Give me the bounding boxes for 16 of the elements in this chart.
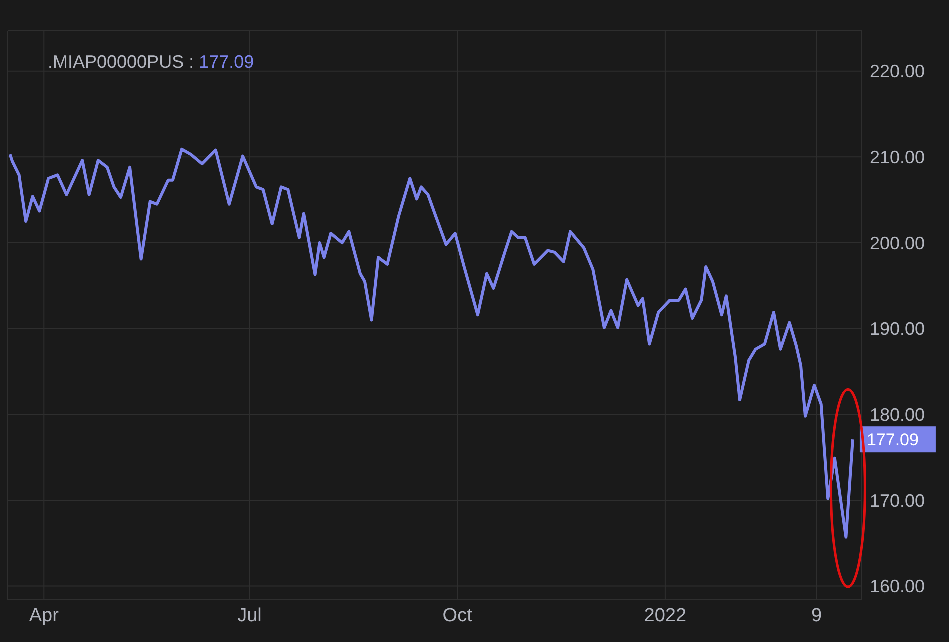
data-label: 177.09 bbox=[866, 430, 919, 450]
x-tick-label: Jul bbox=[238, 605, 262, 626]
x-tick-label: 2022 bbox=[644, 605, 687, 626]
x-tick-label: 9 bbox=[812, 605, 822, 626]
y-tick-label: 160.00 bbox=[870, 576, 926, 597]
y-tick-label: 190.00 bbox=[870, 319, 926, 340]
y-tick-label: 170.00 bbox=[870, 490, 926, 511]
y-tick-label: 180.00 bbox=[870, 405, 926, 426]
y-tick-label: 210.00 bbox=[870, 148, 926, 168]
line-series bbox=[8, 148, 854, 539]
x-tick-label: Oct bbox=[442, 605, 474, 626]
y-tick-label: 200.00 bbox=[870, 233, 926, 254]
y-tick-label: 220.00 bbox=[870, 62, 926, 82]
text: .MIAP00000PUS : bbox=[48, 52, 196, 72]
text: 177.09 bbox=[199, 52, 254, 72]
x-tick-label: Apr bbox=[29, 605, 60, 626]
